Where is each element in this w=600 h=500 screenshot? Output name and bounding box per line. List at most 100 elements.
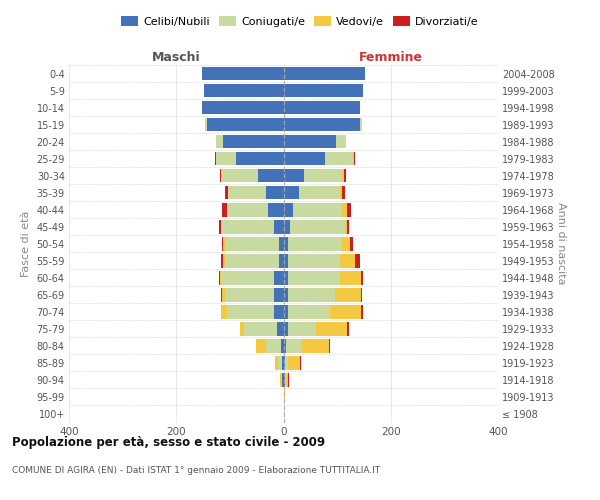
Bar (284, 186, 299, 200)
Bar (268, 203, 284, 216)
Bar (343, 237, 350, 250)
Bar (290, 220, 344, 234)
Bar (343, 203, 347, 216)
Bar (223, 203, 227, 216)
Bar (284, 305, 288, 318)
Bar (256, 339, 266, 352)
Bar (316, 322, 347, 336)
Bar (284, 339, 286, 352)
Bar (288, 322, 316, 336)
Bar (340, 271, 361, 284)
Bar (220, 169, 221, 182)
Text: Popolazione per età, sesso e stato civile - 2009: Popolazione per età, sesso e stato civil… (12, 436, 325, 449)
Bar (222, 288, 224, 302)
Bar (350, 237, 353, 250)
Bar (221, 220, 274, 234)
Bar (343, 169, 344, 182)
Bar (359, 118, 362, 132)
Bar (284, 135, 336, 148)
Bar (266, 186, 284, 200)
Bar (204, 84, 284, 98)
Bar (361, 271, 364, 284)
Bar (225, 186, 228, 200)
Bar (355, 254, 359, 268)
Bar (239, 322, 244, 336)
Bar (266, 339, 281, 352)
Bar (347, 220, 349, 234)
Bar (221, 271, 274, 284)
Bar (361, 288, 362, 302)
Bar (278, 356, 282, 370)
Bar (354, 152, 355, 166)
Bar (299, 356, 301, 370)
Bar (284, 254, 288, 268)
Bar (227, 203, 268, 216)
Y-axis label: Anni di nascita: Anni di nascita (556, 202, 566, 285)
Bar (227, 305, 274, 318)
Bar (202, 66, 284, 80)
Bar (224, 288, 274, 302)
Bar (329, 305, 361, 318)
Bar (274, 305, 284, 318)
Bar (280, 373, 281, 387)
Bar (293, 203, 343, 216)
Bar (274, 271, 284, 284)
Bar (279, 254, 284, 268)
Bar (347, 322, 349, 336)
Bar (343, 186, 345, 200)
Bar (288, 237, 343, 250)
Bar (221, 288, 222, 302)
Bar (284, 101, 359, 114)
Bar (286, 339, 301, 352)
Bar (288, 356, 299, 370)
Bar (221, 169, 258, 182)
Bar (223, 237, 224, 250)
Bar (218, 220, 221, 234)
Bar (281, 373, 283, 387)
Bar (299, 186, 340, 200)
Bar (301, 339, 329, 352)
Bar (274, 288, 284, 302)
Bar (284, 220, 290, 234)
Bar (340, 186, 343, 200)
Bar (219, 271, 220, 284)
Bar (340, 254, 355, 268)
Bar (283, 373, 284, 387)
Text: Maschi: Maschi (152, 51, 200, 64)
Bar (244, 322, 277, 336)
Bar (286, 373, 289, 387)
Bar (282, 356, 284, 370)
Bar (208, 118, 284, 132)
Bar (361, 305, 364, 318)
Bar (277, 322, 284, 336)
Bar (344, 169, 346, 182)
Bar (347, 203, 351, 216)
Bar (284, 84, 363, 98)
Bar (281, 339, 284, 352)
Text: Femmine: Femmine (359, 51, 423, 64)
Bar (228, 186, 266, 200)
Bar (274, 220, 284, 234)
Bar (284, 152, 325, 166)
Bar (284, 118, 359, 132)
Bar (353, 152, 354, 166)
Bar (288, 305, 329, 318)
Bar (205, 118, 208, 132)
Bar (304, 169, 343, 182)
Text: COMUNE DI AGIRA (EN) - Dati ISTAT 1° gennaio 2009 - Elaborazione TUTTITALIA.IT: COMUNE DI AGIRA (EN) - Dati ISTAT 1° gen… (12, 466, 380, 475)
Legend: Celibi/Nubili, Coniugati/e, Vedovi/e, Divorziati/e: Celibi/Nubili, Coniugati/e, Vedovi/e, Di… (118, 13, 482, 30)
Y-axis label: Fasce di età: Fasce di età (21, 210, 31, 277)
Bar (223, 135, 284, 148)
Bar (284, 288, 288, 302)
Bar (325, 152, 353, 166)
Bar (344, 220, 347, 234)
Bar (279, 237, 284, 250)
Bar (258, 169, 284, 182)
Bar (288, 288, 335, 302)
Bar (284, 66, 365, 80)
Bar (284, 373, 286, 387)
Bar (224, 237, 279, 250)
Bar (284, 271, 288, 284)
Bar (275, 356, 278, 370)
Bar (236, 152, 284, 166)
